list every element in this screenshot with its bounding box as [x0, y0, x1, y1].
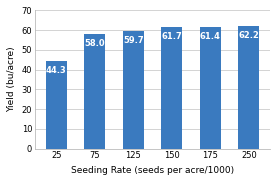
Text: 44.3: 44.3	[46, 66, 66, 75]
Bar	[200, 27, 221, 149]
Text: 62.2: 62.2	[238, 31, 259, 40]
X-axis label: Seeding Rate (seeds per acre/1000): Seeding Rate (seeds per acre/1000)	[71, 166, 234, 175]
Bar	[84, 34, 105, 149]
Bar	[238, 26, 259, 149]
Text: 58.0: 58.0	[84, 39, 105, 48]
Bar	[123, 31, 144, 149]
Text: 59.7: 59.7	[123, 36, 143, 45]
Bar	[161, 27, 182, 149]
Text: 61.4: 61.4	[200, 32, 221, 41]
Bar	[46, 61, 67, 149]
Y-axis label: Yield (bu/acre): Yield (bu/acre)	[7, 47, 16, 112]
Text: 61.7: 61.7	[161, 32, 182, 41]
